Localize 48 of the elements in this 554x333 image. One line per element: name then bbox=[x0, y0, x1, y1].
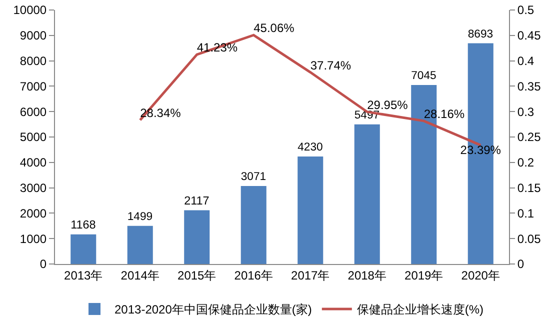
y-tick-label: 1000 bbox=[20, 232, 47, 246]
y-tick-label: 9000 bbox=[20, 28, 47, 43]
bar bbox=[298, 156, 324, 264]
y2-tick-label: 0.2 bbox=[517, 156, 534, 170]
y-tick-label: 6000 bbox=[20, 104, 47, 119]
legend-label: 保健品企业增长速度(%) bbox=[356, 302, 484, 317]
data-label: 4230 bbox=[298, 142, 323, 154]
y2-tick-label: 0.25 bbox=[517, 130, 542, 144]
y2-tick-label: 0.4 bbox=[517, 54, 534, 68]
y2-tick-label: 0.35 bbox=[517, 79, 542, 94]
x-tick-label: 2015年 bbox=[178, 268, 216, 282]
data-label: 29.95% bbox=[367, 98, 408, 112]
x-tick-label: 2019年 bbox=[404, 268, 444, 282]
bar bbox=[70, 234, 96, 264]
x-tick-label: 2013年 bbox=[64, 268, 103, 282]
data-label: 37.74% bbox=[310, 58, 352, 72]
y2-tick-label: 0.5 bbox=[517, 3, 534, 18]
bar bbox=[240, 186, 266, 264]
y-tick-label: 3000 bbox=[20, 181, 47, 195]
y-tick-label: 7000 bbox=[20, 79, 47, 94]
data-label: 3071 bbox=[240, 171, 266, 184]
y2-tick-label: 0 bbox=[517, 257, 524, 272]
x-tick-label: 2016年 bbox=[234, 268, 273, 282]
y-tick-label: 8000 bbox=[20, 54, 47, 68]
bar bbox=[184, 210, 210, 264]
y-tick-label: 0 bbox=[40, 257, 47, 272]
legend-label: 2013-2020年中国保健品企业数量(家) bbox=[114, 302, 312, 317]
y-tick-label: 4000 bbox=[20, 156, 47, 170]
y2-tick-label: 0.1 bbox=[517, 206, 534, 220]
y2-tick-label: 0.45 bbox=[517, 28, 542, 43]
x-tick-label: 2020年 bbox=[461, 268, 500, 282]
y2-tick-label: 0.15 bbox=[517, 181, 542, 195]
y-tick-label: 10000 bbox=[13, 3, 47, 18]
y-tick-label: 2000 bbox=[20, 206, 47, 220]
data-label: 7045 bbox=[411, 70, 436, 82]
data-label: 2117 bbox=[184, 194, 210, 208]
data-label: 45.06% bbox=[254, 21, 295, 36]
x-tick-label: 2018年 bbox=[348, 268, 386, 282]
y2-tick-label: 0.05 bbox=[517, 232, 542, 246]
y2-tick-label: 0.3 bbox=[517, 104, 534, 119]
bar bbox=[354, 124, 380, 264]
x-tick-label: 2014年 bbox=[120, 268, 160, 282]
bar bbox=[127, 226, 153, 264]
data-label: 1499 bbox=[127, 211, 153, 224]
y-tick-label: 5000 bbox=[20, 130, 47, 144]
data-label: 8693 bbox=[468, 28, 494, 40]
x-tick-label: 2017年 bbox=[291, 268, 330, 282]
data-label: 1168 bbox=[70, 218, 96, 232]
